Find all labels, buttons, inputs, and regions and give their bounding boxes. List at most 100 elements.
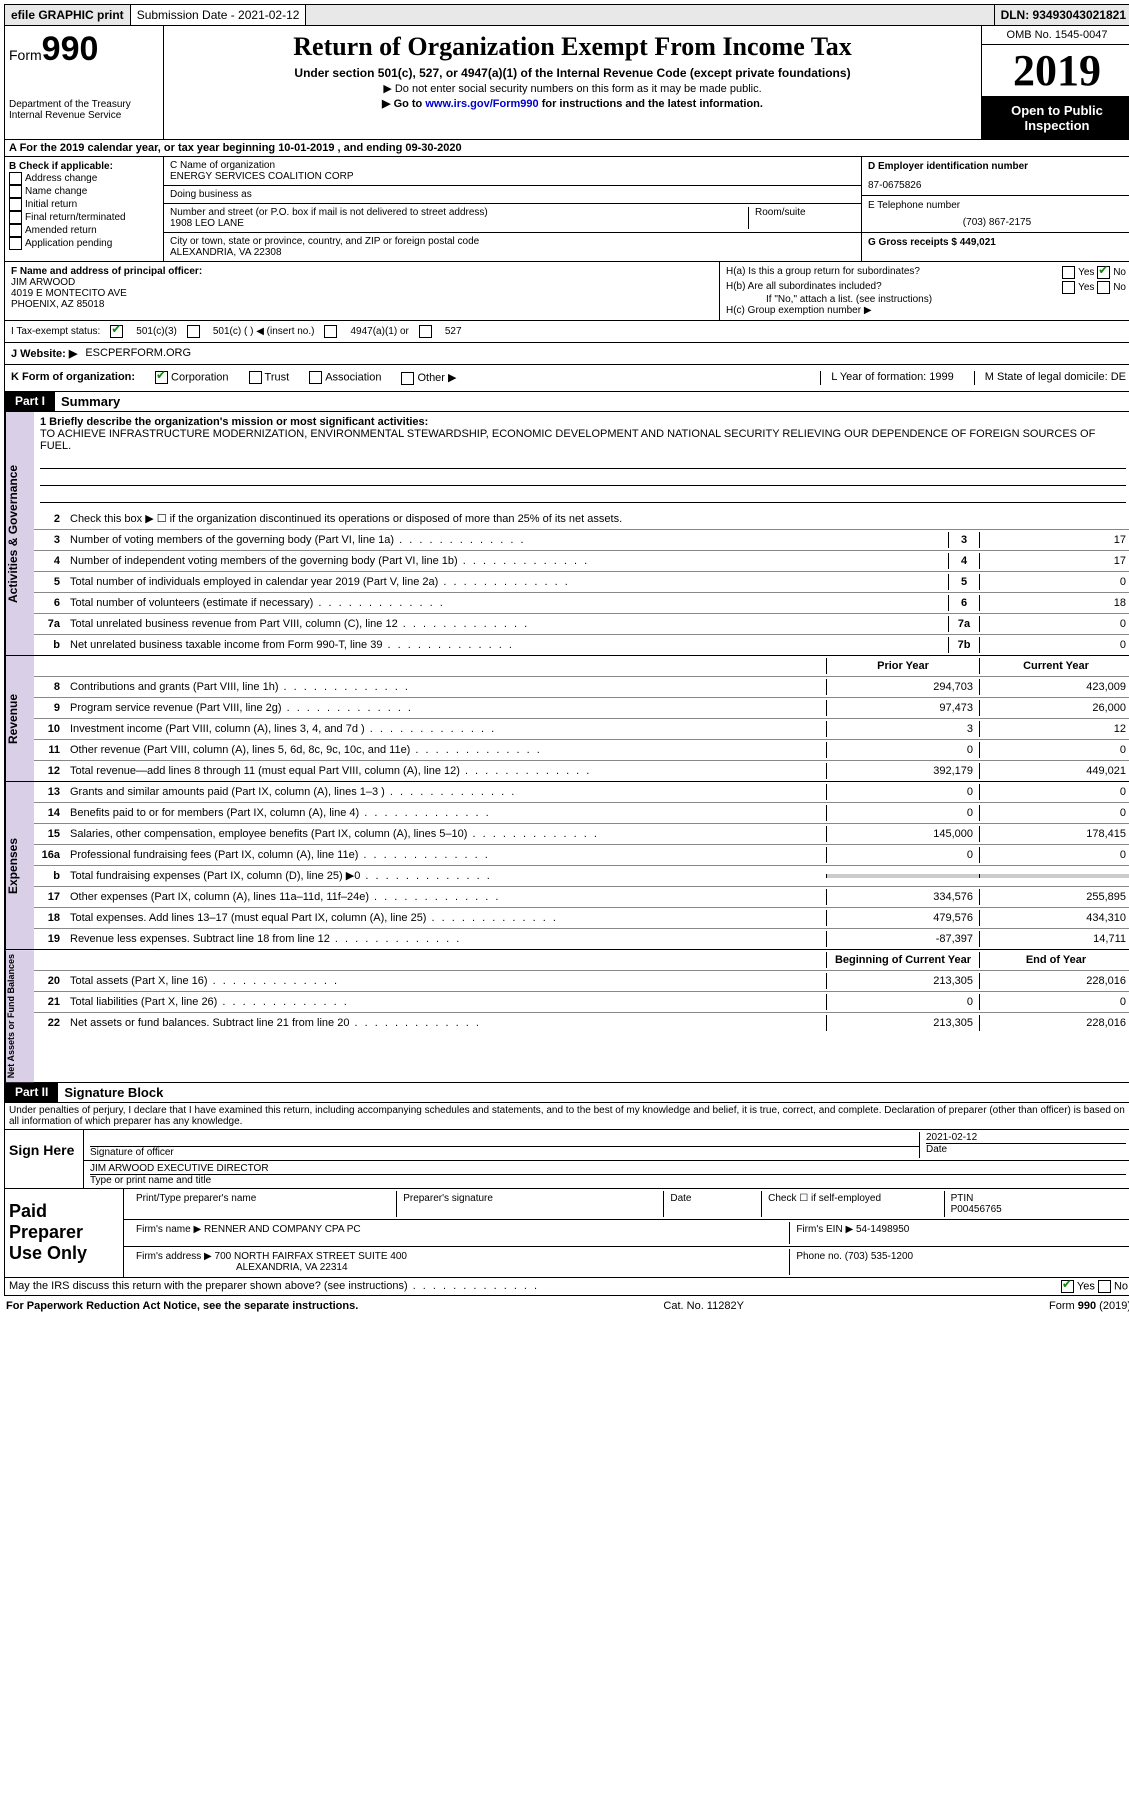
fin-line: 19Revenue less expenses. Subtract line 1…	[34, 929, 1129, 949]
ein-value: 87-0675826	[868, 180, 1126, 191]
chk-527[interactable]	[419, 325, 432, 338]
firm-name: RENNER AND COMPANY CPA PC	[204, 1224, 361, 1235]
hb-label: H(b) Are all subordinates included?	[726, 281, 882, 294]
section-b-item[interactable]: Name change	[9, 185, 159, 198]
tax-year: 2019	[982, 45, 1129, 97]
sidebar-revenue: Revenue	[5, 656, 34, 781]
sig-date-value: 2021-02-12	[926, 1132, 1126, 1144]
section-fh: F Name and address of principal officer:…	[4, 262, 1129, 321]
efile-label: efile GRAPHIC print	[5, 5, 131, 25]
firm-phone: (703) 535-1200	[845, 1251, 913, 1262]
discuss-yes-checkbox[interactable]	[1061, 1280, 1074, 1293]
firm-addr-label: Firm's address ▶	[136, 1251, 212, 1262]
sidebar-governance: Activities & Governance	[5, 412, 34, 655]
website-label: J Website: ▶	[11, 347, 77, 360]
sign-here-block: Sign Here Signature of officer 2021-02-1…	[4, 1130, 1129, 1189]
expenses-section: Expenses 13Grants and similar amounts pa…	[4, 782, 1129, 950]
section-b-item[interactable]: Address change	[9, 172, 159, 185]
org-name-label: C Name of organization	[170, 160, 855, 171]
fin-line: 17Other expenses (Part IX, column (A), l…	[34, 887, 1129, 908]
fin-line: 12Total revenue—add lines 8 through 11 (…	[34, 761, 1129, 781]
part2-tab: Part II	[5, 1083, 58, 1102]
fin-line: 16aProfessional fundraising fees (Part I…	[34, 845, 1129, 866]
tax-status-label: I Tax-exempt status:	[11, 326, 100, 337]
ha-no-checkbox[interactable]	[1097, 266, 1110, 279]
part2-title: Signature Block	[58, 1083, 169, 1102]
discuss-text: May the IRS discuss this return with the…	[9, 1280, 1061, 1293]
chk-assoc[interactable]	[309, 371, 322, 384]
section-b-item[interactable]: Initial return	[9, 198, 159, 211]
submission-date: Submission Date - 2021-02-12	[131, 5, 307, 25]
chk-other[interactable]	[401, 372, 414, 385]
fin-line: bTotal fundraising expenses (Part IX, co…	[34, 866, 1129, 887]
k-label: K Form of organization:	[11, 371, 135, 383]
penalties-text: Under penalties of perjury, I declare th…	[4, 1103, 1129, 1130]
hdr-end-year: End of Year	[979, 952, 1129, 968]
chk-trust[interactable]	[249, 371, 262, 384]
fin-line: 14Benefits paid to or for members (Part …	[34, 803, 1129, 824]
part1-header: Part I Summary	[4, 392, 1129, 412]
ptin-label: PTIN	[951, 1193, 974, 1204]
section-b-label: B Check if applicable:	[9, 161, 113, 172]
gov-line: 3Number of voting members of the governi…	[34, 530, 1129, 551]
chk-501c3[interactable]	[110, 325, 123, 338]
fin-line: 21Total liabilities (Part X, line 26)00	[34, 992, 1129, 1013]
form990-link[interactable]: www.irs.gov/Form990	[425, 98, 538, 110]
section-b-item[interactable]: Final return/terminated	[9, 211, 159, 224]
officer-addr2: PHOENIX, AZ 85018	[11, 299, 104, 310]
hb-yes-checkbox[interactable]	[1062, 281, 1075, 294]
section-f: F Name and address of principal officer:…	[5, 262, 720, 320]
org-name: ENERGY SERVICES COALITION CORP	[170, 171, 855, 182]
row-tax-status: I Tax-exempt status: 501(c)(3) 501(c) ( …	[4, 321, 1129, 343]
form-subtitle: Under section 501(c), 527, or 4947(a)(1)…	[172, 66, 973, 80]
section-b-item[interactable]: Application pending	[9, 237, 159, 250]
gov-line: 5Total number of individuals employed in…	[34, 572, 1129, 593]
form-header: Form990 Department of the Treasury Inter…	[4, 26, 1129, 140]
fin-line: 18Total expenses. Add lines 13–17 (must …	[34, 908, 1129, 929]
mission-text: TO ACHIEVE INFRASTRUCTURE MODERNIZATION,…	[40, 428, 1095, 452]
sign-here-label: Sign Here	[5, 1130, 84, 1188]
section-b-item[interactable]: Amended return	[9, 224, 159, 237]
sidebar-netassets: Net Assets or Fund Balances	[5, 950, 34, 1082]
section-d: D Employer identification number 87-0675…	[862, 157, 1129, 261]
gross-receipts: G Gross receipts $ 449,021	[868, 237, 996, 248]
firm-ein-label: Firm's EIN ▶	[796, 1224, 853, 1235]
open-public-badge: Open to Public Inspection	[982, 97, 1129, 139]
hb-no-checkbox[interactable]	[1097, 281, 1110, 294]
form-title: Return of Organization Exempt From Incom…	[172, 32, 973, 62]
sidebar-expenses: Expenses	[5, 782, 34, 949]
netassets-section: Net Assets or Fund Balances Beginning of…	[4, 950, 1129, 1083]
ein-label: D Employer identification number	[868, 161, 1028, 172]
chk-501c[interactable]	[187, 325, 200, 338]
hc-label: H(c) Group exemption number ▶	[726, 305, 1126, 316]
section-h: H(a) Is this a group return for subordin…	[720, 262, 1129, 320]
discuss-row: May the IRS discuss this return with the…	[4, 1278, 1129, 1296]
chk-corp[interactable]	[155, 371, 168, 384]
discuss-no-checkbox[interactable]	[1098, 1280, 1111, 1293]
gov-line: 4Number of independent voting members of…	[34, 551, 1129, 572]
fin-line: 13Grants and similar amounts paid (Part …	[34, 782, 1129, 803]
form-number: Form990	[9, 30, 159, 69]
section-c: C Name of organization ENERGY SERVICES C…	[164, 157, 862, 261]
part1-tab: Part I	[5, 392, 55, 411]
ha-yes-checkbox[interactable]	[1062, 266, 1075, 279]
sig-officer-label: Signature of officer	[90, 1147, 174, 1158]
footer-right: Form 990 (2019)	[1049, 1300, 1129, 1312]
firm-addr2: ALEXANDRIA, VA 22314	[136, 1262, 348, 1273]
prep-print-name: Print/Type preparer's name	[130, 1191, 397, 1217]
fin-line: 11Other revenue (Part VIII, column (A), …	[34, 740, 1129, 761]
header-middle: Return of Organization Exempt From Incom…	[164, 26, 981, 139]
fin-line: 20Total assets (Part X, line 16)213,3052…	[34, 971, 1129, 992]
prep-date: Date	[664, 1191, 762, 1217]
chk-4947[interactable]	[324, 325, 337, 338]
ha-label: H(a) Is this a group return for subordin…	[726, 266, 920, 279]
hdr-prior-year: Prior Year	[826, 658, 979, 674]
gov-line: 6Total number of volunteers (estimate if…	[34, 593, 1129, 614]
sig-date-label: Date	[926, 1144, 947, 1155]
header-left: Form990 Department of the Treasury Inter…	[5, 26, 164, 139]
row-website: J Website: ▶ ESCPERFORM.ORG	[4, 343, 1129, 365]
revenue-section: Revenue Prior Year Current Year 8Contrib…	[4, 656, 1129, 782]
hdr-begin-year: Beginning of Current Year	[826, 952, 979, 968]
firm-phone-label: Phone no.	[796, 1251, 842, 1262]
city-value: ALEXANDRIA, VA 22308	[170, 247, 855, 258]
